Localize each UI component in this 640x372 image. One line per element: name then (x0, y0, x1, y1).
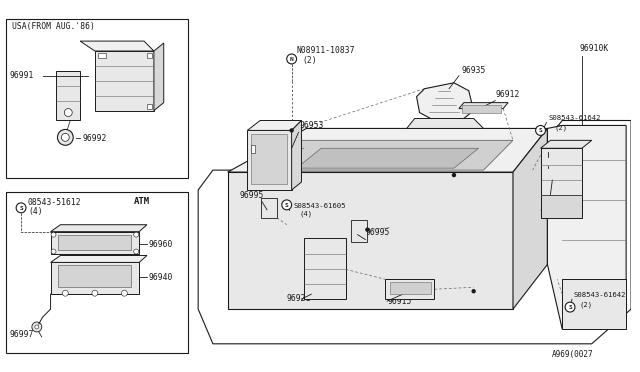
Circle shape (51, 232, 56, 237)
Text: 96995: 96995 (239, 191, 264, 200)
Bar (462, 105, 501, 113)
Polygon shape (541, 195, 582, 218)
Circle shape (290, 129, 293, 132)
Polygon shape (56, 71, 80, 121)
Polygon shape (247, 121, 301, 131)
Bar (147, 53, 152, 58)
Circle shape (287, 54, 296, 64)
Polygon shape (51, 262, 139, 294)
Text: 96995: 96995 (365, 228, 390, 237)
Text: 96992: 96992 (82, 134, 106, 143)
Polygon shape (228, 172, 513, 309)
Polygon shape (228, 128, 547, 172)
Text: S: S (19, 206, 23, 211)
Bar (58, 265, 131, 287)
Text: S: S (539, 128, 543, 134)
Text: USA(FROM AUG.'86): USA(FROM AUG.'86) (12, 22, 95, 31)
Circle shape (565, 302, 575, 312)
Circle shape (536, 125, 545, 135)
Text: 96910K: 96910K (580, 44, 609, 53)
Bar (6, 19, 188, 178)
Text: (2): (2) (554, 124, 568, 131)
Text: 96997: 96997 (9, 330, 34, 339)
Bar (147, 104, 152, 109)
Polygon shape (257, 140, 513, 170)
Text: S08543-61642: S08543-61642 (548, 115, 601, 122)
Text: 96991: 96991 (9, 71, 34, 80)
Text: S08543-61642: S08543-61642 (574, 292, 627, 298)
Polygon shape (247, 131, 292, 190)
Text: N08911-10837: N08911-10837 (296, 46, 355, 55)
Text: S08543-61605: S08543-61605 (294, 203, 346, 209)
Bar (98, 53, 106, 58)
Text: A969(0027: A969(0027 (552, 350, 594, 359)
Polygon shape (385, 279, 435, 299)
Circle shape (472, 290, 475, 293)
Text: (4): (4) (300, 211, 312, 217)
Text: 96921: 96921 (287, 294, 311, 303)
Bar (58, 235, 131, 250)
Polygon shape (51, 256, 147, 262)
Text: 96935: 96935 (462, 66, 486, 75)
Text: 96914E: 96914E (548, 155, 578, 164)
Text: 96960: 96960 (149, 240, 173, 248)
Bar (6, 192, 188, 353)
Polygon shape (351, 220, 367, 241)
Text: 96986: 96986 (548, 141, 573, 150)
Bar (390, 282, 431, 294)
Text: 96912: 96912 (495, 90, 520, 99)
Circle shape (282, 200, 292, 210)
Polygon shape (513, 128, 547, 309)
Text: 96915: 96915 (387, 297, 412, 306)
Text: 96978: 96978 (554, 169, 578, 178)
Circle shape (65, 109, 72, 116)
Text: S: S (568, 305, 572, 310)
Polygon shape (95, 51, 154, 110)
Circle shape (35, 325, 39, 329)
Circle shape (62, 290, 68, 296)
Text: (2): (2) (580, 301, 593, 308)
Polygon shape (292, 121, 301, 190)
Circle shape (51, 249, 56, 254)
Polygon shape (459, 103, 508, 109)
Polygon shape (198, 121, 631, 344)
Polygon shape (541, 148, 582, 210)
Text: ATM: ATM (134, 197, 150, 206)
Polygon shape (80, 41, 154, 51)
Text: 96940: 96940 (149, 273, 173, 282)
Polygon shape (407, 119, 483, 128)
Polygon shape (154, 43, 164, 110)
Circle shape (16, 203, 26, 213)
Polygon shape (296, 148, 479, 168)
Text: (4): (4) (28, 207, 43, 216)
Text: (2): (2) (303, 56, 317, 65)
Circle shape (122, 290, 127, 296)
Circle shape (134, 249, 139, 254)
Polygon shape (305, 238, 346, 299)
Bar (252, 134, 287, 184)
Polygon shape (417, 83, 474, 121)
Text: 96953: 96953 (300, 121, 324, 131)
Polygon shape (547, 125, 626, 329)
Polygon shape (51, 225, 147, 232)
Bar (252, 145, 255, 153)
Text: S: S (285, 203, 289, 208)
Circle shape (61, 134, 69, 141)
Polygon shape (51, 232, 139, 254)
Text: 08543-51612: 08543-51612 (28, 198, 81, 207)
Polygon shape (261, 198, 277, 218)
Circle shape (58, 129, 73, 145)
Circle shape (32, 322, 42, 332)
Circle shape (452, 174, 456, 177)
Polygon shape (562, 279, 626, 329)
Circle shape (92, 290, 98, 296)
Circle shape (134, 232, 139, 237)
Circle shape (366, 228, 369, 231)
Text: N: N (290, 57, 294, 62)
Polygon shape (541, 140, 592, 148)
